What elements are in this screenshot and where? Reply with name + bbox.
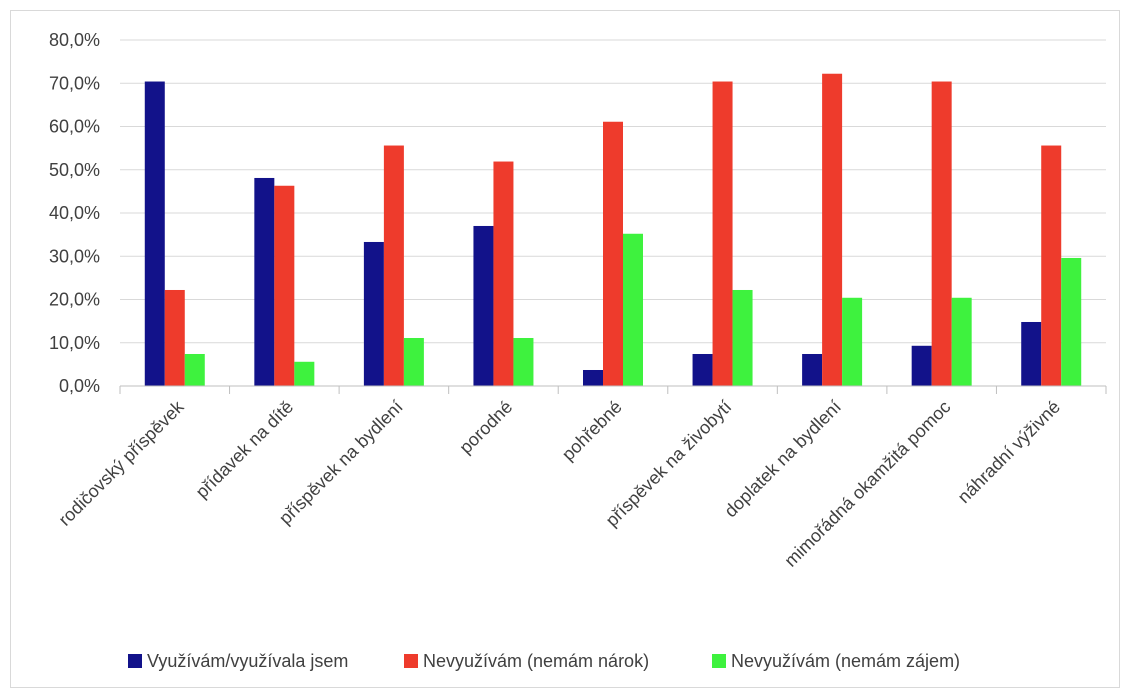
category-label: pohřebné	[558, 397, 626, 465]
bar	[1021, 321, 1042, 386]
bar	[732, 289, 753, 386]
legend-label: Nevyužívám (nemám zájem)	[731, 651, 960, 671]
bar	[144, 81, 165, 387]
bar	[822, 73, 843, 387]
y-tick-label: 40,0%	[49, 203, 100, 223]
bar	[842, 297, 863, 386]
category-label: doplatek na bydlení	[720, 397, 845, 522]
bar	[254, 177, 275, 386]
y-tick-label: 0,0%	[59, 376, 100, 396]
y-tick-label: 60,0%	[49, 117, 100, 137]
y-tick-label: 80,0%	[49, 30, 100, 50]
bar	[403, 337, 424, 386]
bar	[1061, 257, 1082, 386]
bar	[294, 361, 315, 386]
x-axis	[119, 385, 1107, 394]
legend-label: Nevyužívám (nemám nárok)	[423, 651, 649, 671]
bar	[363, 241, 384, 386]
bar	[692, 353, 713, 386]
bar	[493, 161, 514, 386]
y-tick-label: 20,0%	[49, 290, 100, 310]
legend-label: Využívám/využívala jsem	[147, 651, 348, 671]
y-tick-label: 30,0%	[49, 246, 100, 266]
bar	[603, 121, 623, 387]
y-tick-label: 50,0%	[49, 160, 100, 180]
legend-swatch	[128, 654, 142, 668]
bar	[583, 369, 603, 386]
category-label: přídavek na dítě	[192, 397, 297, 502]
y-axis-tick-labels: 0,0% 10,0% 20,0% 30,0% 40,0% 50,0% 60,0% 70,0% 8…	[49, 30, 100, 396]
bar	[802, 353, 823, 386]
bar	[383, 145, 404, 386]
bar	[164, 289, 185, 386]
bar	[1041, 145, 1062, 386]
legend: Využívám/využívala jsem Nevyužívám (nemám…	[128, 651, 960, 671]
category-label: příspěvek na živobytí	[602, 397, 736, 531]
legend-swatch	[712, 654, 726, 668]
category-label: porodné	[455, 397, 516, 458]
category-labels: rodičovský příspěvek přídavek na dítěpřís…	[55, 396, 1064, 571]
y-tick-label: 10,0%	[49, 333, 100, 353]
bar	[911, 345, 932, 386]
bar	[513, 337, 534, 386]
category-label: náhradní výživné	[954, 397, 1064, 507]
bar	[623, 233, 643, 386]
bar	[931, 81, 952, 387]
bar	[274, 185, 295, 386]
bar	[184, 353, 205, 386]
y-tick-label: 70,0%	[49, 73, 100, 93]
bars	[144, 73, 1082, 387]
legend-swatch	[404, 654, 418, 668]
bar	[951, 297, 972, 386]
bar	[473, 225, 494, 386]
category-label: příspěvek na bydlení	[275, 397, 407, 529]
bar	[712, 81, 733, 387]
category-label: rodičovský příspěvek	[55, 396, 189, 530]
